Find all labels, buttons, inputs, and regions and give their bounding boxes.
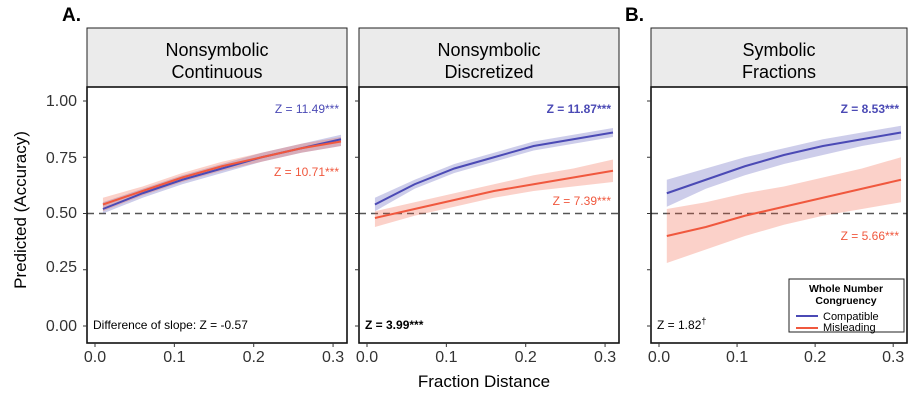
panel-frame: [358, 86, 620, 344]
slope-difference-note: Z = 1.82†: [657, 316, 706, 332]
z-annotation-misleading: Z = 7.39***: [553, 194, 612, 208]
legend-box: [788, 278, 905, 333]
curve-misleading: [102, 140, 342, 206]
panel-title-line1: Symbolic: [742, 40, 815, 60]
panel-strip: [358, 27, 620, 88]
y-tick-label: 0.00: [46, 318, 77, 335]
y-axis-title: Predicted (Accuracy): [11, 131, 30, 289]
slope-difference-note: Z = 3.99***: [365, 318, 424, 332]
legend-label-compatible: Compatible: [823, 311, 879, 323]
x-axis-title: Fraction Distance: [418, 372, 550, 391]
z-annotation-misleading: Z = 5.66***: [841, 229, 900, 243]
section-label-b: B.: [625, 5, 644, 26]
x-tick-label: 0.2: [243, 349, 265, 366]
curve-misleading: [666, 178, 902, 237]
panel-title-line1: Nonsymbolic: [437, 40, 540, 60]
panel-title-line2: Discretized: [444, 62, 533, 82]
panel-frame: [650, 86, 908, 344]
curve-compatible: [374, 131, 614, 206]
curve-misleading: [374, 169, 614, 219]
z-annotation-compatible: Z = 11.87***: [547, 102, 612, 116]
x-tick-label: 0.3: [594, 349, 616, 366]
x-tick-label: 0.1: [435, 349, 457, 366]
slope-difference-note: Difference of slope: Z = -0.57: [93, 318, 248, 332]
confidence-band-compatible: [666, 125, 901, 207]
x-tick-label: 0.2: [804, 349, 826, 366]
panel-title-line1: Nonsymbolic: [165, 40, 268, 60]
legend-label-misleading: Misleading: [823, 322, 876, 334]
panel-title-line2: Continuous: [171, 62, 262, 82]
x-tick-label: 0.0: [648, 349, 670, 366]
z-annotation-compatible: Z = 11.49***: [275, 102, 339, 116]
confidence-band-misleading: [666, 157, 901, 263]
confidence-band-misleading: [374, 159, 613, 227]
x-tick-label: 0.1: [726, 349, 748, 366]
y-tick-labels: 0.00 0.25 0.50 0.75 1.00: [46, 93, 77, 335]
y-tick-label: 0.75: [46, 150, 77, 167]
panel-strip: [86, 27, 348, 88]
confidence-band-misleading: [102, 137, 341, 212]
y-tick-label: 1.00: [46, 93, 77, 110]
x-tick-label: 0.0: [356, 349, 378, 366]
legend-title-line2: Congruency: [815, 295, 876, 307]
section-label-a: A.: [62, 5, 81, 26]
y-tick-label: 0.25: [46, 259, 77, 276]
curve-compatible: [666, 131, 902, 195]
x-tick-label: 0.3: [882, 349, 904, 366]
legend: Whole Number Congruency Compatible Misle…: [788, 278, 905, 334]
confidence-band-compatible: [102, 134, 341, 214]
z-annotation-compatible: Z = 8.53***: [841, 102, 900, 116]
z-annotation-misleading: Z = 10.71***: [274, 165, 339, 179]
panel-frame: [86, 86, 348, 344]
x-tick-label: 0.1: [163, 349, 185, 366]
legend-title-line1: Whole Number: [809, 283, 883, 295]
panel-title-line2: Fractions: [742, 62, 816, 82]
x-tick-label: 0.2: [515, 349, 537, 366]
y-tick-label: 0.50: [46, 205, 77, 222]
significance-dagger: †: [701, 316, 706, 326]
x-tick-label: 0.0: [84, 349, 106, 366]
x-tick-label: 0.3: [322, 349, 344, 366]
